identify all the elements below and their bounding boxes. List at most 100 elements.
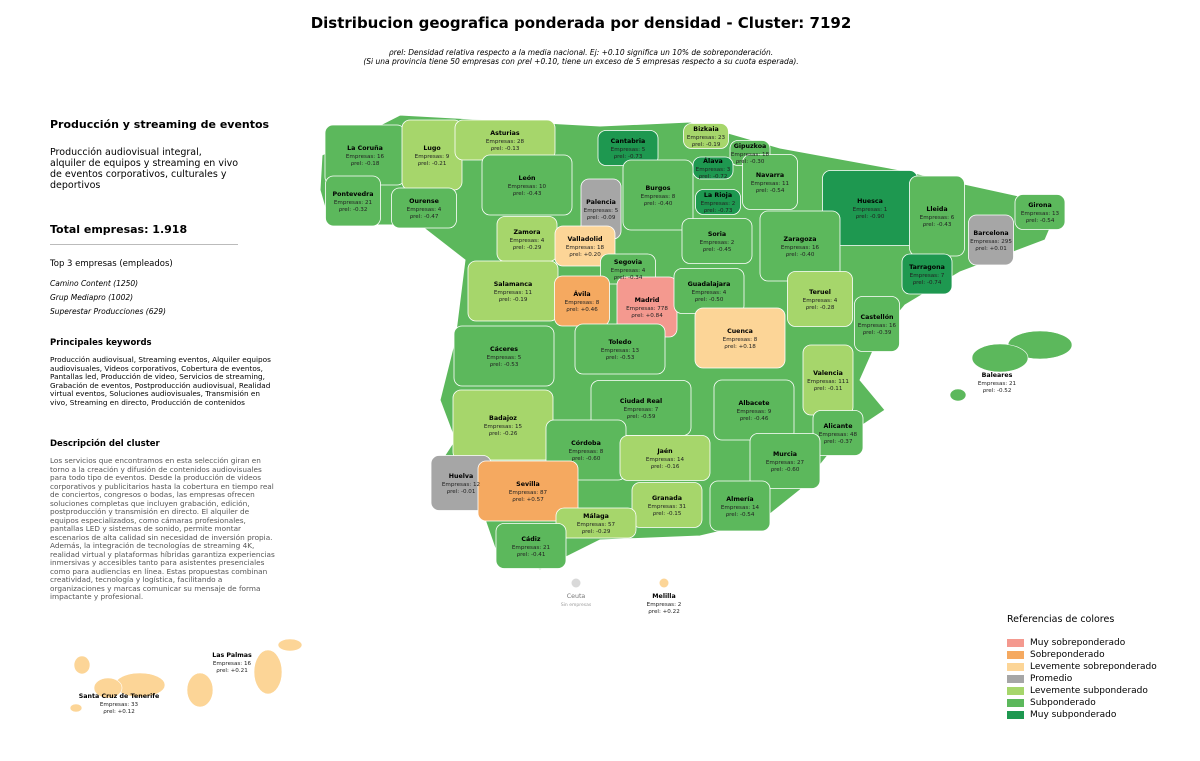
province-rho: ρrel: -0.09: [587, 215, 616, 221]
province-name: Navarra: [756, 172, 784, 179]
province-shape: [325, 175, 381, 227]
province-companies: Empresas: 48: [819, 432, 858, 438]
province-rho: ρrel: -0.39: [863, 330, 892, 336]
province-companies: Empresas: 16: [858, 323, 897, 329]
province-name: Teruel: [809, 289, 831, 296]
province-shape: [253, 649, 283, 695]
province-shape: [69, 703, 83, 713]
province-companies: Empresas: 4: [611, 268, 646, 274]
province-name: Murcia: [773, 451, 797, 458]
province-rho: ρrel: -0.19: [499, 297, 528, 303]
province-companies: Empresas: 4: [692, 290, 727, 296]
province-shape: [453, 325, 555, 387]
province-name: Almería: [726, 495, 753, 503]
top-company: Grup Mediapro (1002): [50, 293, 134, 302]
province-name: Melilla: [652, 593, 675, 600]
province-companies: Empresas: 31: [648, 504, 687, 510]
province-companies: Empresas: 57: [577, 522, 616, 528]
province-name: Huelva: [449, 473, 474, 480]
province-name: Ciudad Real: [620, 398, 662, 405]
province-shape: [694, 307, 786, 369]
province-rho: ρrel: -0.47: [410, 214, 439, 220]
province-name: Pontevedra: [333, 191, 374, 198]
province-rho: ρrel: +0.22: [648, 609, 680, 615]
province-shape: [681, 218, 753, 264]
province-name: Las Palmas: [212, 652, 252, 659]
province-rho: ρrel: -0.21: [418, 161, 447, 167]
province-name: Granada: [652, 495, 682, 502]
keywords: Producción audiovisual, Streaming evento…: [50, 355, 271, 407]
province-companies: Empresas: 2: [700, 240, 735, 246]
legend-item: Muy sobreponderado: [1007, 637, 1157, 649]
province-rho: ρrel: -0.73: [614, 154, 643, 160]
province-name: Girona: [1028, 202, 1052, 209]
legend-swatch: [1007, 663, 1024, 671]
province-shape: [854, 296, 900, 352]
province-companies: Empresas: 7: [910, 273, 945, 279]
province-rho: ρrel: -0.52: [983, 388, 1012, 394]
province-rho: ρrel: -0.30: [736, 159, 765, 165]
province-name: Jaén: [656, 447, 672, 455]
province-companies: Empresas: 9: [737, 409, 772, 415]
province-name: Cáceres: [490, 345, 518, 353]
province-rho: ρrel: -0.19: [692, 142, 721, 148]
legend-swatch: [1007, 639, 1024, 647]
province-companies: Empresas: 4: [407, 207, 442, 213]
province-rho: ρrel: -0.18: [351, 161, 380, 167]
province-rho: ρrel: -0.15: [653, 511, 682, 517]
province-companies: Empresas: 5: [611, 147, 646, 153]
province-companies: Empresas: 778: [626, 306, 668, 312]
province-rho: ρrel: -0.46: [740, 416, 769, 422]
province-rho: ρrel: -0.53: [490, 362, 519, 368]
province-companies: Empresas: 8: [565, 300, 600, 306]
province-shape: [555, 507, 637, 539]
province-companies: Empresas: 8: [723, 337, 758, 343]
province-shape: [709, 480, 771, 532]
province-name: Salamanca: [494, 281, 532, 288]
province-name: Segovia: [614, 259, 642, 266]
province-companies: Empresas: 1: [853, 207, 888, 213]
province-shape: [554, 225, 616, 267]
province-rho: ρrel: -0.74: [913, 280, 942, 286]
province-companies: Empresas: 11: [494, 290, 533, 296]
description: Los servicios que encontramos en esta se…: [50, 456, 275, 601]
province-name: Barcelona: [973, 230, 1008, 237]
title: Distribucion geografica ponderada por de…: [310, 14, 852, 32]
province-rho: ρrel: -0.16: [651, 464, 680, 470]
province-rho: ρrel: +0.12: [103, 709, 135, 715]
province-name: Valencia: [813, 370, 843, 377]
province-companies: Empresas: 18: [731, 152, 770, 158]
province-rho: ρrel: +0.18: [724, 344, 756, 350]
province-name: Asturias: [490, 130, 520, 137]
province-shape: [481, 154, 573, 216]
province-shape: [742, 154, 798, 210]
province-rho: ρrel: -0.28: [806, 305, 835, 311]
legend-label: Levemente subponderado: [1030, 686, 1148, 696]
province-rho: ρrel: -0.13: [491, 146, 520, 152]
legend-label: Subponderado: [1030, 698, 1096, 708]
legend: Referencias de colores Muy sobreponderad…: [1007, 614, 1157, 721]
province-rho: ρrel: -0.43: [513, 191, 542, 197]
province-rho: ρrel: -0.53: [606, 355, 635, 361]
province-rho: ρrel: -0.50: [695, 297, 724, 303]
province-rho: ρrel: +0.01: [975, 246, 1007, 252]
province-companies: Empresas: 16: [346, 154, 385, 160]
province-companies: Empresas: 14: [721, 505, 760, 511]
legend-label: Muy sobreponderado: [1030, 638, 1126, 648]
province-companies: Empresas: 27: [766, 460, 805, 466]
province-rho: ρrel: +0.21: [216, 668, 248, 674]
province-shape: [574, 323, 666, 375]
province-companies: Empresas: 7: [624, 407, 659, 413]
legend-swatch: [1007, 675, 1024, 683]
province-companies: Sin empresas: [561, 602, 592, 608]
province-companies: Empresas: 13: [601, 348, 640, 354]
legend-item: Promedio: [1007, 673, 1157, 685]
info-panel: Producción y streaming de eventos Produc…: [50, 118, 275, 602]
description-heading: Descripción del cluster: [50, 439, 160, 449]
legend-label: Sobreponderado: [1030, 650, 1105, 660]
province-shape: [971, 343, 1029, 373]
